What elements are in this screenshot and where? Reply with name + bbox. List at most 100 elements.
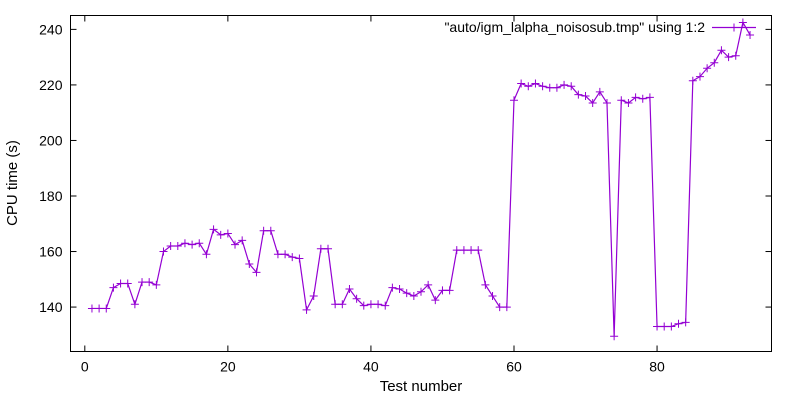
data-point [567, 82, 576, 91]
data-point [359, 301, 368, 310]
data-point [602, 98, 611, 107]
data-point [388, 283, 397, 292]
data-point [95, 304, 104, 313]
data-point [588, 98, 597, 107]
data-point [331, 300, 340, 309]
data-point [295, 254, 304, 263]
data-point [259, 226, 268, 235]
data-point [245, 260, 254, 269]
data-point [681, 318, 690, 327]
x-tick-label: 40 [363, 359, 379, 375]
data-point [231, 240, 240, 249]
data-point [538, 82, 547, 91]
y-axis-label: CPU time (s) [4, 140, 21, 226]
data-point [724, 53, 733, 62]
legend: "auto/igm_lalpha_noisosub.tmp" using 1:2 [444, 19, 756, 35]
x-tick-labels: 0 20 40 60 80 [81, 359, 665, 375]
data-point [688, 76, 697, 85]
data-point [517, 79, 526, 88]
data-point [316, 244, 325, 253]
x-tick-label: 80 [649, 359, 665, 375]
data-point [552, 83, 561, 92]
data-point [417, 287, 425, 296]
data-point [459, 246, 468, 255]
data-point [695, 72, 704, 81]
data-point [238, 236, 247, 245]
data-point [366, 300, 375, 309]
data-point [660, 322, 669, 331]
data-point [703, 64, 712, 73]
data-point [560, 80, 569, 89]
data-point [653, 322, 662, 331]
data-point [223, 229, 232, 238]
data-point [352, 294, 361, 303]
data-point [395, 285, 404, 294]
data-point [610, 332, 619, 341]
data-point [87, 304, 96, 313]
data-point [746, 30, 755, 39]
data-point [445, 286, 454, 295]
y-tick-label: 180 [39, 188, 63, 204]
data-point [624, 98, 633, 107]
data-point [338, 300, 347, 309]
data-point [474, 246, 483, 255]
x-tick-label: 0 [81, 359, 89, 375]
data-point [452, 246, 461, 255]
legend-label: "auto/igm_lalpha_noisosub.tmp" using 1:2 [444, 19, 705, 35]
y-tick-label: 240 [39, 21, 63, 37]
x-tick-label: 20 [220, 359, 236, 375]
data-point [145, 278, 154, 287]
data-point [717, 46, 726, 55]
data-point [738, 18, 747, 27]
data-point [123, 279, 132, 288]
data-point [345, 285, 354, 294]
data-point [438, 286, 447, 295]
data-point [581, 92, 590, 101]
data-point [431, 296, 440, 305]
data-point [574, 90, 583, 99]
data-point [524, 82, 533, 91]
data-point [116, 279, 125, 288]
data-point [509, 96, 518, 105]
data-point [152, 280, 161, 289]
data-point [281, 250, 290, 259]
data-point [531, 79, 540, 88]
data-point [202, 250, 211, 259]
data-point [409, 291, 418, 300]
data-point [467, 246, 476, 255]
data-point [138, 278, 147, 287]
data-point [481, 280, 490, 289]
y-tick-labels: 140 160 180 200 220 240 [39, 21, 63, 315]
data-point [402, 289, 411, 298]
data-point [266, 226, 275, 235]
data-point [195, 239, 204, 248]
data-point [617, 96, 626, 105]
data-point [645, 93, 654, 102]
data-point [495, 303, 504, 312]
data-point [667, 322, 676, 331]
data-point [710, 58, 719, 67]
data-point [502, 303, 511, 312]
data-point [159, 247, 168, 256]
data-point [638, 94, 647, 103]
data-point [288, 253, 297, 262]
data-point [545, 83, 554, 92]
data-point [252, 268, 261, 277]
data-point [595, 87, 604, 96]
data-point [488, 291, 497, 300]
data-point [631, 93, 640, 102]
data-point [374, 300, 383, 309]
data-point [302, 305, 311, 314]
data-point [166, 241, 175, 250]
data-point [381, 301, 390, 310]
data-point [216, 230, 225, 239]
y-tick-label: 220 [39, 77, 63, 93]
y-tick-label: 200 [39, 132, 63, 148]
y-tick-label: 140 [39, 299, 63, 315]
data-point [180, 239, 189, 248]
legend-marker [730, 23, 738, 32]
data-point [130, 300, 139, 309]
data-point [309, 291, 318, 300]
series-markers [87, 18, 755, 341]
